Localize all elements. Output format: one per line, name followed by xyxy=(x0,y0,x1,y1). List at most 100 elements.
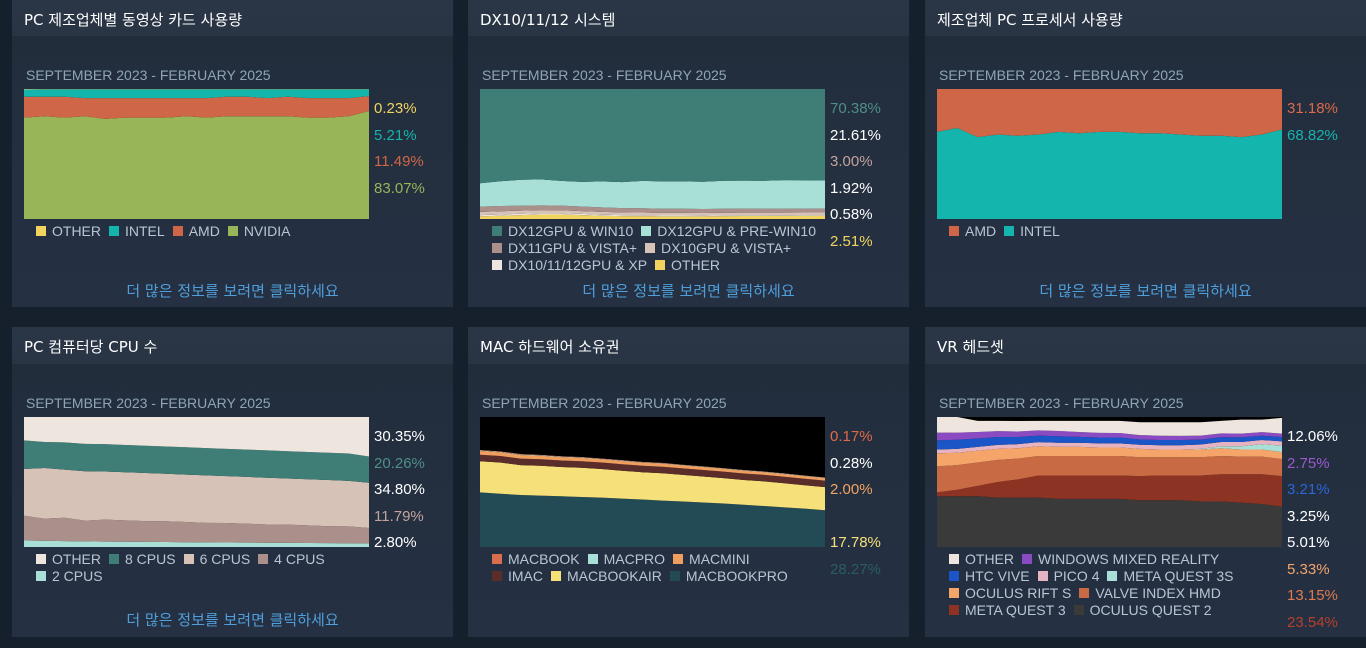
legend-row: DX10/11/12GPU & XP OTHER xyxy=(492,257,824,274)
legend-label: MACBOOKAIR xyxy=(567,568,662,584)
legend-label: AMD xyxy=(188,223,220,239)
legend-item-nvidia: NVIDIA xyxy=(227,223,291,240)
stacked-area-chart xyxy=(24,417,369,547)
legend-swatch xyxy=(109,226,119,236)
panel-title: VR 헤드셋 xyxy=(937,338,1004,356)
series-percent-label: 34.80% xyxy=(374,481,425,498)
area-series-htc-vive xyxy=(937,435,1282,450)
area-series-macbookair xyxy=(480,461,825,511)
area-series-dx11gpu-vista xyxy=(480,205,825,214)
area-series-pico-4 xyxy=(937,440,1282,454)
legend-label: NVIDIA xyxy=(243,223,291,239)
legend-swatch xyxy=(36,226,46,236)
date-range-label: SEPTEMBER 2023 - FEBRUARY 2025 xyxy=(939,395,1184,411)
legend-swatch xyxy=(227,226,238,236)
more-info-link[interactable]: 더 많은 정보를 보려면 클릭하세요 xyxy=(126,282,339,300)
area-series-amd xyxy=(937,89,1282,138)
series-percent-label: 30.35% xyxy=(374,428,425,445)
legend-item-6-cpus: 6 CPUS xyxy=(183,551,250,568)
stacked-area-chart xyxy=(937,417,1282,547)
series-percent-label: 5.01% xyxy=(1287,534,1330,551)
legend-item-other: OTHER xyxy=(949,551,1014,568)
legend-label: WINDOWS MIXED REALITY xyxy=(1038,551,1220,567)
legend-item-macpro: MACPRO xyxy=(587,551,666,568)
legend-swatch xyxy=(645,243,656,253)
series-percent-label: 11.49% xyxy=(374,153,424,170)
area-series-intel xyxy=(937,128,1282,219)
area-series-valve-index-hmd xyxy=(937,456,1282,493)
legend-swatch xyxy=(949,605,959,615)
legend-row: OTHER 8 CPUS 6 CPUS 4 CPUS xyxy=(36,551,333,568)
legend-label: PICO 4 xyxy=(1053,568,1100,584)
panel-body: SEPTEMBER 2023 - FEBRUARY 2025 0.23% 5.21%… xyxy=(12,36,453,307)
panel-title: 제조업체 PC 프로세서 사용량 xyxy=(937,11,1123,29)
legend-swatch xyxy=(36,554,46,564)
area-series-oculus-quest-2 xyxy=(937,496,1282,547)
legend-item-other: OTHER xyxy=(36,223,101,240)
series-percent-label: 20.26% xyxy=(374,454,425,472)
legend-swatch xyxy=(949,588,959,598)
chart-legend: OTHER 8 CPUS 6 CPUS 4 CPUS 2 CPUS xyxy=(36,551,333,585)
legend-swatch xyxy=(673,554,684,564)
legend-item-oculus-quest-2: OCULUS QUEST 2 xyxy=(1073,602,1212,619)
legend-row: 2 CPUS xyxy=(36,568,333,585)
area-series-other xyxy=(480,214,825,219)
chart-legend: DX12GPU & WIN10 DX12GPU & PRE-WIN10 DX11GP… xyxy=(492,223,824,274)
legend-label: MACPRO xyxy=(603,551,666,567)
series-percent-label: 31.18% xyxy=(1287,100,1338,117)
legend-row: OTHER WINDOWS MIXED REALITY xyxy=(949,551,1241,568)
series-percent-label: 3.25% xyxy=(1287,507,1330,525)
series-percent-label: 28.27% xyxy=(830,560,881,578)
stats-panel: 제조업체 PC 프로세서 사용량 SEPTEMBER 2023 - FEBRUAR… xyxy=(925,0,1366,307)
legend-swatch xyxy=(949,571,959,581)
legend-item-imac: IMAC xyxy=(492,568,543,585)
area-series-2-cpus xyxy=(24,540,369,547)
series-percent-label: 11.79% xyxy=(374,507,424,525)
legend-label: VALVE INDEX HMD xyxy=(1095,585,1221,601)
legend-item-windows-mixed-reality: WINDOWS MIXED REALITY xyxy=(1022,551,1219,568)
area-series-8-cpus xyxy=(24,440,369,483)
area-series-4-cpus xyxy=(24,515,369,544)
legend-item-intel: INTEL xyxy=(1004,223,1060,240)
chart-legend: OTHER WINDOWS MIXED REALITY HTC VIVE PICO 4… xyxy=(949,551,1241,619)
legend-item-valve-index-hmd: VALVE INDEX HMD xyxy=(1079,585,1221,602)
series-percent-label: 83.07% xyxy=(374,179,425,197)
series-percent-label: 12.06% xyxy=(1287,428,1338,445)
legend-item-8-cpus: 8 CPUS xyxy=(109,551,176,568)
legend-swatch xyxy=(669,571,680,581)
area-series-other xyxy=(24,417,369,457)
panel-title: PC 제조업체별 동영상 카드 사용량 xyxy=(24,11,242,29)
legend-item-other: OTHER xyxy=(655,257,720,274)
legend-swatch xyxy=(1073,605,1084,615)
legend-label: DX12GPU & PRE-WIN10 xyxy=(657,223,816,239)
legend-row: DX11GPU & VISTA+ DX10GPU & VISTA+ xyxy=(492,240,824,257)
legend-swatch xyxy=(655,260,666,270)
legend-row: IMAC MACBOOKAIR MACBOOKPRO xyxy=(492,568,796,585)
chart-legend: AMD INTEL xyxy=(949,223,1068,240)
more-info-link[interactable]: 더 많은 정보를 보려면 클릭하세요 xyxy=(1039,282,1252,300)
area-series-other xyxy=(937,417,1282,436)
more-info-link[interactable]: 더 많은 정보를 보려면 클릭하세요 xyxy=(126,611,339,629)
legend-item-other: OTHER xyxy=(36,551,101,568)
legend-swatch xyxy=(172,226,183,236)
series-percent-label: 68.82% xyxy=(1287,126,1338,144)
legend-label: META QUEST 3S xyxy=(1123,568,1234,584)
legend-label: 4 CPUS xyxy=(274,551,325,567)
area-series-oculus-rift-s xyxy=(937,446,1282,467)
stacked-area-chart xyxy=(24,89,369,219)
panel-title: MAC 하드웨어 소유권 xyxy=(480,338,620,356)
panel-body: SEPTEMBER 2023 - FEBRUARY 2025 12.06% 2.75… xyxy=(925,364,1366,637)
stacked-area-chart xyxy=(937,89,1282,219)
legend-item-dx12gpu-win10: DX12GPU & WIN10 xyxy=(492,223,633,240)
legend-item-dx10gpu-vista: DX10GPU & VISTA+ xyxy=(645,240,791,257)
panel-body: SEPTEMBER 2023 - FEBRUARY 2025 31.18% 68.8… xyxy=(925,36,1366,307)
legend-item-pico-4: PICO 4 xyxy=(1037,568,1100,585)
date-range-label: SEPTEMBER 2023 - FEBRUARY 2025 xyxy=(26,67,271,83)
series-percent-label: 70.38% xyxy=(830,100,881,117)
panel-body: SEPTEMBER 2023 - FEBRUARY 2025 30.35% 20.2… xyxy=(12,364,453,637)
legend-row: HTC VIVE PICO 4 META QUEST 3S xyxy=(949,568,1241,585)
more-info-link[interactable]: 더 많은 정보를 보려면 클릭하세요 xyxy=(582,282,795,300)
series-percent-label: 2.51% xyxy=(830,232,873,250)
legend-label: META QUEST 3 xyxy=(965,602,1066,618)
legend-row: OCULUS RIFT S VALVE INDEX HMD xyxy=(949,585,1241,602)
